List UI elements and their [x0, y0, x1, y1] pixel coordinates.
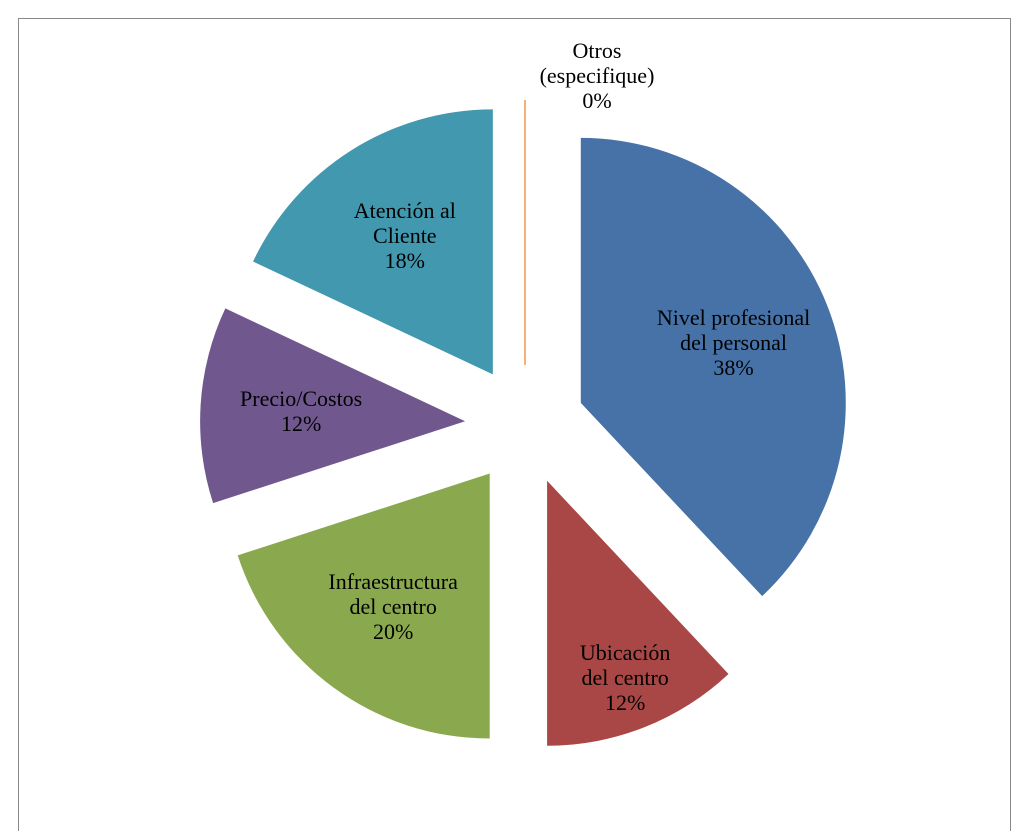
- pie-slice: [200, 308, 466, 504]
- category-label: Atención al Cliente: [353, 198, 456, 249]
- value-label: 12%: [604, 690, 646, 716]
- value-label: 12%: [280, 410, 322, 436]
- value-label: 18%: [384, 248, 425, 274]
- category-label: Nivel profesional del personal: [656, 304, 811, 355]
- category-label: Otros (especifique): [539, 37, 655, 88]
- value-label: 38%: [713, 354, 754, 380]
- category-label: Precio/Costos: [240, 385, 363, 411]
- category-label: Ubicación del centro: [579, 640, 671, 691]
- pie-slice: [547, 480, 729, 746]
- value-label: 20%: [372, 618, 414, 644]
- pie-slice: [237, 473, 490, 739]
- label-box: Otros (especifique) 0%: [517, 15, 677, 135]
- label-box: Ubicación del centro 12%: [575, 618, 675, 738]
- label-box: Precio/Costos 12%: [221, 351, 381, 471]
- chart-frame: [18, 18, 1011, 831]
- label-box: Infraestructura del centro 20%: [313, 546, 473, 666]
- value-label: 0%: [582, 87, 612, 113]
- category-label: Infraestructura del centro: [328, 568, 458, 619]
- slice-label: Otros (especifique)0%: [517, 15, 677, 135]
- label-box: Nivel profesional del personal 38%: [654, 282, 814, 402]
- pie-slice: [580, 137, 846, 597]
- pie-slice: [253, 109, 493, 375]
- label-box: Atención al Cliente 18%: [325, 176, 485, 296]
